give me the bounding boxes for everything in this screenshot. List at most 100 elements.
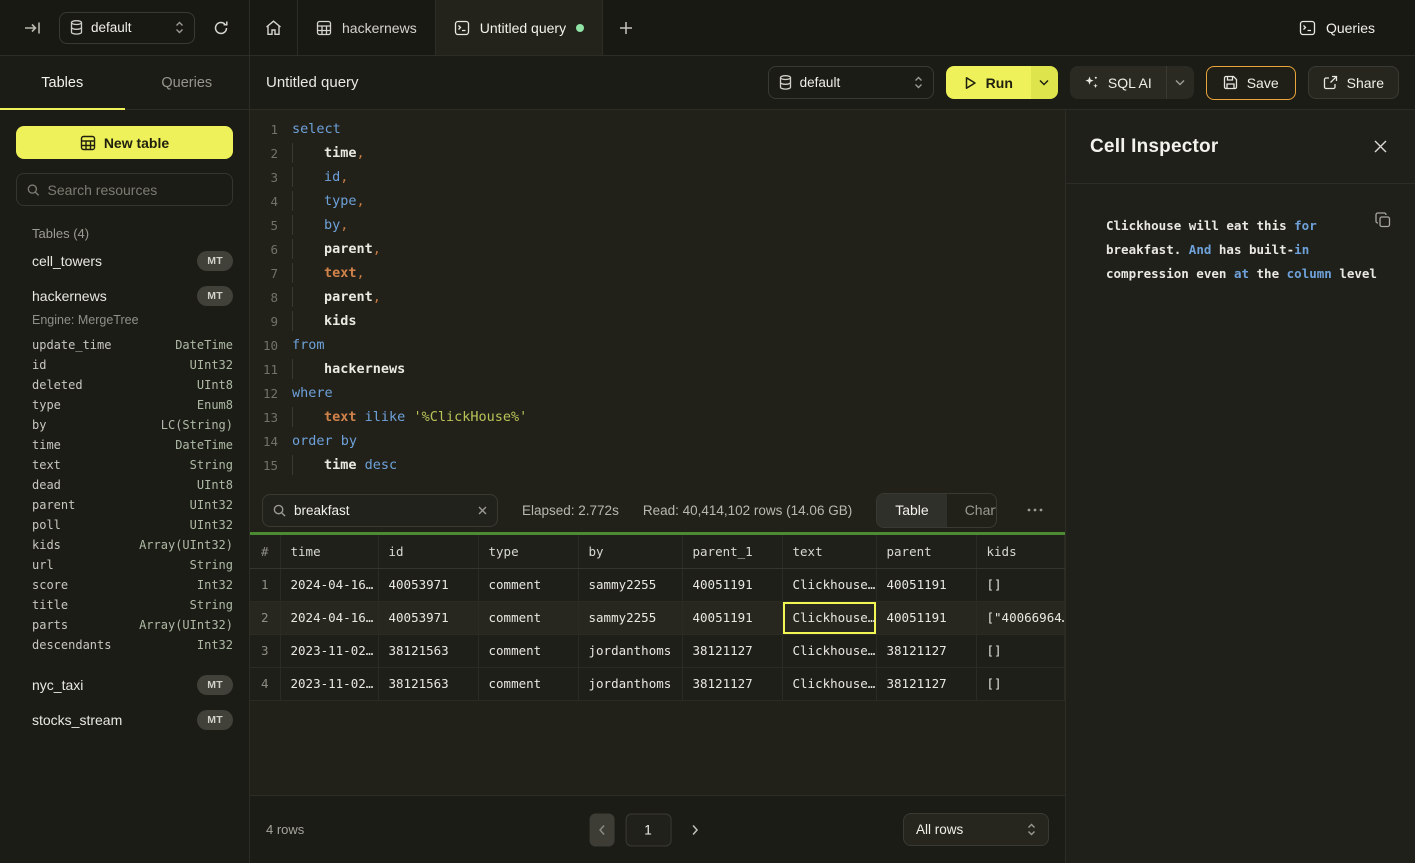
column-url[interactable]: url String [32,555,233,575]
column-title[interactable]: title String [32,595,233,615]
refresh-button[interactable] [209,16,233,40]
results-search-input[interactable] [294,502,470,518]
cell-by-row2[interactable]: sammy2255 [578,601,683,635]
run-options-caret[interactable] [1030,66,1058,99]
cell-kids-row1[interactable]: [] [976,568,1065,602]
view-tab-table[interactable]: Table [877,493,947,527]
column-deleted[interactable]: deleted UInt8 [32,375,233,395]
column-header-id[interactable]: id [378,535,479,569]
editor-line-8[interactable]: 8 parent, [250,285,1065,309]
save-button[interactable]: Save [1205,65,1296,100]
editor-line-4[interactable]: 4 type, [250,189,1065,213]
cell-time-row4[interactable]: 2023-11-02… [280,667,379,701]
cell-time-row2[interactable]: 2024-04-16… [280,601,379,635]
query-database-selector[interactable]: default [767,66,934,99]
cell-time-row1[interactable]: 2024-04-16… [280,568,379,602]
row-number[interactable]: 4 [250,667,281,701]
clear-search-icon[interactable] [478,506,487,515]
new-table-button[interactable]: New table [16,126,233,159]
column-time[interactable]: time DateTime [32,435,233,455]
cell-id-row1[interactable]: 40053971 [378,568,479,602]
row-number[interactable]: 3 [250,634,281,668]
next-page-button[interactable] [682,813,707,846]
column-dead[interactable]: dead UInt8 [32,475,233,495]
cell-text-row3[interactable]: Clickhouse… [782,634,877,668]
cell-text-row1[interactable]: Clickhouse… [782,568,877,602]
editor-line-11[interactable]: 11 hackernews [250,357,1065,381]
share-button[interactable]: Share [1307,66,1399,99]
cell-text-row4[interactable]: Clickhouse… [782,667,877,701]
cell-type-row1[interactable]: comment [478,568,579,602]
tab-hackernews[interactable]: hackernews [298,0,436,55]
sidebar-table-cell_towers[interactable]: cell_towers MT [0,246,249,276]
close-inspector-button[interactable] [1370,136,1391,157]
tab-untitled-query[interactable]: Untitled query [435,0,604,55]
page-size-selector[interactable]: All rows [903,813,1049,846]
editor-line-13[interactable]: 13 text ilike '%ClickHouse%' [250,405,1065,429]
column-header-text[interactable]: text [782,535,877,569]
more-options-button[interactable] [1021,504,1049,516]
database-selector[interactable]: default [59,11,195,44]
cell-kids-row3[interactable]: [] [976,634,1065,668]
editor-line-9[interactable]: 9 kids [250,309,1065,333]
cell-parent_1-row1[interactable]: 40051191 [682,568,783,602]
previous-page-button[interactable] [589,813,615,846]
cell-id-row4[interactable]: 38121563 [378,667,479,701]
cell-time-row3[interactable]: 2023-11-02… [280,634,379,668]
cell-text-row2[interactable]: Clickhouse… [782,601,877,635]
cell-parent-row1[interactable]: 40051191 [876,568,977,602]
cell-type-row4[interactable]: comment [478,667,579,701]
new-tab-button[interactable] [603,0,649,55]
editor-line-1[interactable]: 1 select [250,117,1065,141]
queries-menu-button[interactable]: Queries [1299,0,1415,55]
cell-by-row4[interactable]: jordanthoms [578,667,683,701]
column-update_time[interactable]: update_time DateTime [32,335,233,355]
cell-by-row1[interactable]: sammy2255 [578,568,683,602]
cell-parent_1-row2[interactable]: 40051191 [682,601,783,635]
sql-ai-button[interactable]: SQL AI [1069,66,1194,99]
column-text[interactable]: text String [32,455,233,475]
sidebar-table-hackernews[interactable]: hackernews MT [0,281,249,311]
column-header-kids[interactable]: kids [976,535,1065,569]
sql-editor[interactable]: 1 select 2 time, 3 id, 4 type, 5 by, 6 parent, 7 text… [250,110,1065,488]
column-header-parent_1[interactable]: parent_1 [682,535,783,569]
editor-line-3[interactable]: 3 id, [250,165,1065,189]
column-kids[interactable]: kids Array(UInt32) [32,535,233,555]
copy-cell-value-button[interactable] [1373,210,1393,230]
column-poll[interactable]: poll UInt32 [32,515,233,535]
column-descendants[interactable]: descendants Int32 [32,635,233,655]
cell-parent_1-row3[interactable]: 38121127 [682,634,783,668]
view-tab-chart[interactable]: Chart [947,494,996,527]
editor-line-2[interactable]: 2 time, [250,141,1065,165]
cell-parent_1-row4[interactable]: 38121127 [682,667,783,701]
column-header-type[interactable]: type [478,535,579,569]
collapse-sidebar-button[interactable] [20,17,45,39]
cell-kids-row4[interactable]: [] [976,667,1065,701]
editor-line-15[interactable]: 15 time desc [250,453,1065,477]
editor-line-12[interactable]: 12 where [250,381,1065,405]
cell-id-row2[interactable]: 40053971 [378,601,479,635]
column-parts[interactable]: parts Array(UInt32) [32,615,233,635]
editor-line-10[interactable]: 10 from [250,333,1065,357]
cell-by-row3[interactable]: jordanthoms [578,634,683,668]
sql-ai-caret[interactable] [1165,66,1194,99]
cell-type-row2[interactable]: comment [478,601,579,635]
row-number[interactable]: 2 [250,601,281,635]
column-header-parent[interactable]: parent [876,535,977,569]
editor-line-14[interactable]: 14 order by [250,429,1065,453]
sidebar-table-nyc_taxi[interactable]: nyc_taxi MT [0,670,249,700]
cell-id-row3[interactable]: 38121563 [378,634,479,668]
editor-line-7[interactable]: 7 text, [250,261,1065,285]
tab-home[interactable] [250,0,298,55]
column-header-time[interactable]: time [280,535,379,569]
run-button[interactable]: Run [945,66,1058,99]
editor-line-6[interactable]: 6 parent, [250,237,1065,261]
row-number[interactable]: 1 [250,568,281,602]
column-score[interactable]: score Int32 [32,575,233,595]
sidebar-tab-tables[interactable]: Tables [0,56,125,110]
editor-line-5[interactable]: 5 by, [250,213,1065,237]
cell-type-row3[interactable]: comment [478,634,579,668]
cell-parent-row2[interactable]: 40051191 [876,601,977,635]
column-header-by[interactable]: by [578,535,683,569]
resource-search-input[interactable] [47,181,222,198]
